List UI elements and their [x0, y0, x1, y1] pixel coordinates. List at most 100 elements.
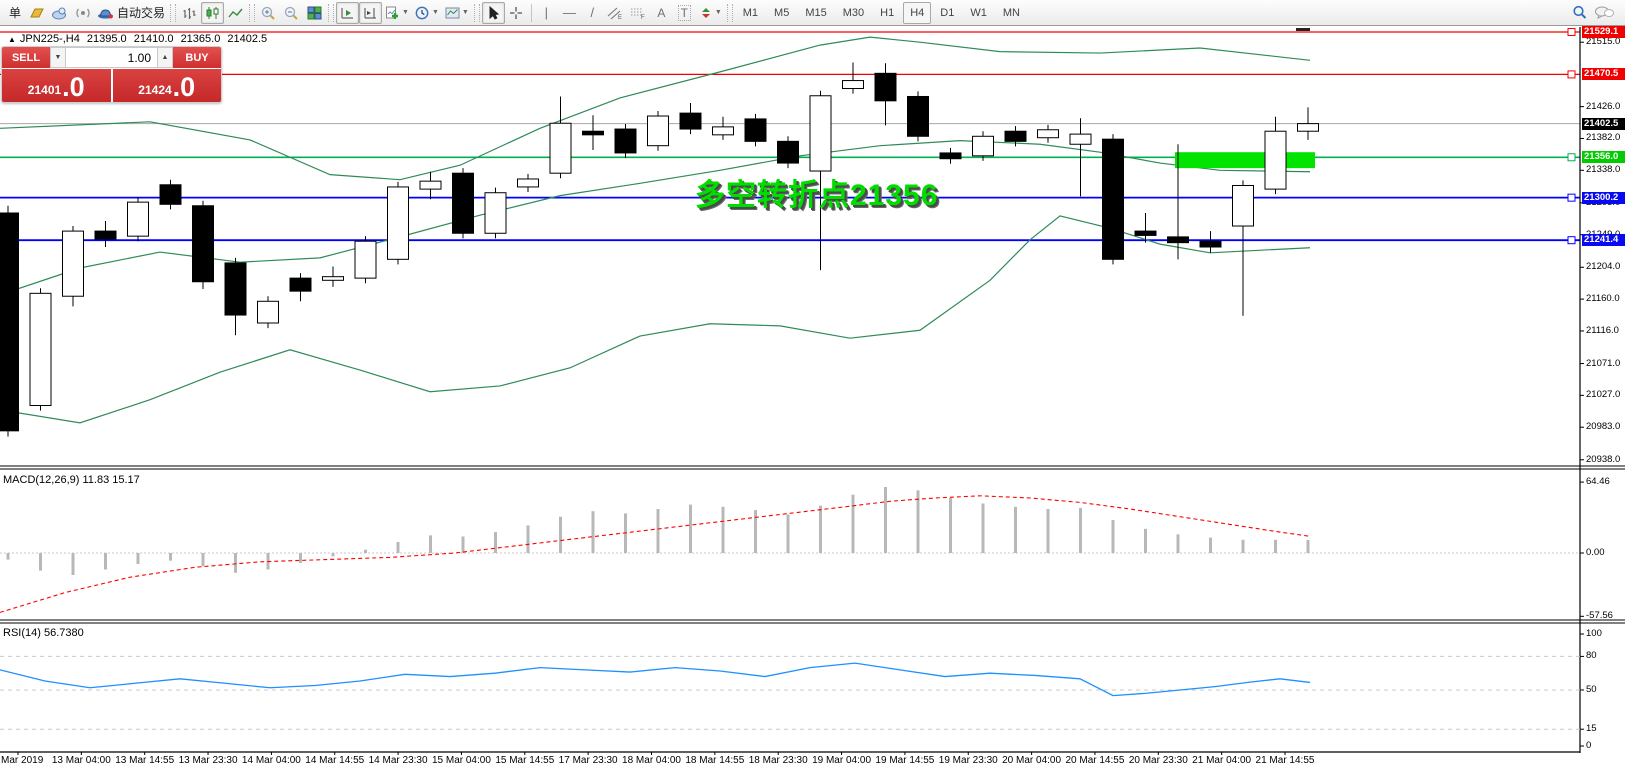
price-tick-label: 20938.0 — [1586, 453, 1621, 465]
ohlc-high: 21410.0 — [133, 33, 174, 45]
clock-icon — [415, 6, 429, 19]
rsi-label: RSI(14) 56.7380 — [3, 627, 84, 639]
chat-button[interactable] — [1591, 2, 1617, 24]
sell-price-main: 21401 — [27, 83, 62, 97]
candle-bullish — [484, 192, 507, 234]
candle-bearish — [874, 72, 897, 102]
arrows-tool[interactable]: ▼ — [696, 2, 725, 24]
text-tool-icon: A — [657, 5, 666, 20]
ohlc-low: 21365.0 — [180, 33, 221, 45]
channel-icon: E — [607, 7, 622, 20]
sell-button[interactable]: SELL — [2, 47, 50, 68]
price-tick-label: 21116.0 — [1586, 324, 1619, 336]
templates-button[interactable]: ▼ — [442, 2, 472, 24]
timeframe-group: M1 M5 M15 M30 H1 H4 D1 W1 MN — [735, 1, 1028, 24]
toolbar-grip — [328, 3, 335, 22]
crosshair-tool-button[interactable] — [505, 2, 528, 24]
candle-bearish — [94, 230, 117, 240]
candle-bullish — [322, 276, 344, 281]
bar-chart-mode-button[interactable] — [178, 2, 201, 24]
horizontal-line-icon: — — [562, 5, 576, 20]
buy-button[interactable]: BUY — [173, 47, 221, 68]
candlestick-mode-button[interactable] — [201, 1, 225, 24]
timeframe-m1[interactable]: M1 — [742, 6, 759, 19]
trendline-tool[interactable]: / — [581, 2, 604, 24]
signals-button[interactable] — [71, 2, 94, 24]
chart-shift-button[interactable] — [359, 1, 383, 24]
buy-price-panel[interactable]: 21424 .0 — [110, 69, 221, 102]
new-order-button[interactable]: 单 — [2, 2, 25, 24]
timeframe-mn[interactable]: MN — [1002, 6, 1020, 19]
arrows-caret: ▼ — [714, 9, 722, 16]
text-label-tool[interactable]: T — [673, 2, 696, 24]
chart-annotation-text[interactable]: 多空转折点21356 — [695, 179, 939, 212]
candle-bearish — [907, 95, 929, 137]
time-axis-label: 14 Mar 23:30 — [368, 755, 428, 766]
market-watch-button[interactable] — [48, 2, 71, 24]
bollinger-upper-band — [0, 36, 1311, 181]
candle-bullish — [1232, 184, 1254, 227]
volume-input[interactable]: 1.00 — [66, 47, 157, 68]
level-line-handle[interactable] — [1567, 70, 1576, 79]
channel-tool[interactable]: E — [604, 2, 627, 24]
vertical-line-tool[interactable]: | — [535, 2, 558, 24]
zoom-out-icon — [284, 6, 298, 20]
candle-bearish — [939, 152, 962, 160]
time-axis-label: 20 Mar 23:30 — [1128, 755, 1188, 766]
tile-windows-button[interactable] — [303, 2, 326, 24]
candle-bullish — [1037, 129, 1059, 139]
zoom-in-button[interactable] — [257, 2, 280, 24]
macd-tick-label: 64.46 — [1586, 476, 1610, 488]
level-line-handle[interactable] — [1567, 153, 1576, 162]
auto-trading-label: 自动交易 — [117, 6, 166, 20]
chart-window-icon[interactable] — [25, 2, 48, 24]
level-line-handle[interactable] — [1567, 236, 1576, 245]
chart-title: ▲ JPN225-,H4 21395.0 21410.0 21365.0 2140… — [8, 33, 271, 45]
auto-scroll-button[interactable] — [336, 1, 360, 24]
auto-trading-button[interactable]: 自动交易 — [94, 2, 168, 24]
candle-bullish — [419, 180, 442, 190]
indicators-button[interactable]: ▼ — [382, 2, 412, 24]
volume-increase-button[interactable]: ▲ — [157, 47, 173, 68]
text-tool[interactable]: A — [650, 2, 673, 24]
level-line-handle[interactable] — [1567, 193, 1576, 202]
signal-icon — [75, 8, 90, 17]
candle-bearish — [289, 277, 312, 292]
timeframe-m5[interactable]: M5 — [774, 6, 790, 19]
timeframe-h4[interactable]: H4 — [903, 1, 932, 24]
scrollbar-thumb[interactable] — [1296, 28, 1310, 31]
candle-bullish — [1069, 133, 1092, 145]
collapse-triangle-icon[interactable]: ▲ — [8, 35, 16, 44]
volume-decrease-button[interactable]: ▼ — [50, 47, 66, 68]
macd-tick-label: 0.00 — [1586, 547, 1605, 558]
periods-caret: ▼ — [431, 9, 439, 16]
cursor-tool-button[interactable] — [481, 1, 505, 24]
timeframe-m30[interactable]: M30 — [842, 6, 865, 19]
sell-price-panel[interactable]: 21401 .0 — [2, 69, 111, 102]
timeframe-d1[interactable]: D1 — [940, 6, 955, 19]
timeframe-m15[interactable]: M15 — [805, 6, 827, 19]
timeframe-w1[interactable]: W1 — [970, 6, 987, 19]
trendline-icon: / — [590, 5, 595, 20]
time-axis-label: 2 Mar 2019 — [0, 755, 44, 766]
price-tick-label: 21382.0 — [1586, 132, 1621, 144]
fibonacci-tool[interactable]: F — [627, 2, 650, 24]
level-line-handle[interactable] — [1567, 28, 1576, 36]
candle-bullish — [1297, 123, 1319, 132]
new-order-label: 单 — [8, 6, 21, 20]
line-chart-mode-button[interactable] — [224, 2, 247, 24]
timeframe-h1[interactable]: H1 — [880, 6, 895, 19]
horizontal-line-tool[interactable]: — — [558, 2, 581, 24]
chat-icon — [1595, 6, 1614, 20]
price-badge: 21402.5 — [1582, 117, 1625, 130]
expert-hat-icon — [98, 8, 113, 19]
highlight-rectangle[interactable] — [1175, 152, 1315, 169]
candle-bearish — [1199, 240, 1222, 248]
search-button[interactable] — [1568, 2, 1591, 24]
candle-bullish — [549, 122, 572, 174]
price-badge: 21529.1 — [1582, 26, 1625, 38]
periods-button[interactable]: ▼ — [412, 2, 442, 24]
candle-bullish — [354, 240, 377, 279]
arrows-icon — [701, 7, 710, 18]
zoom-out-button[interactable] — [280, 2, 303, 24]
